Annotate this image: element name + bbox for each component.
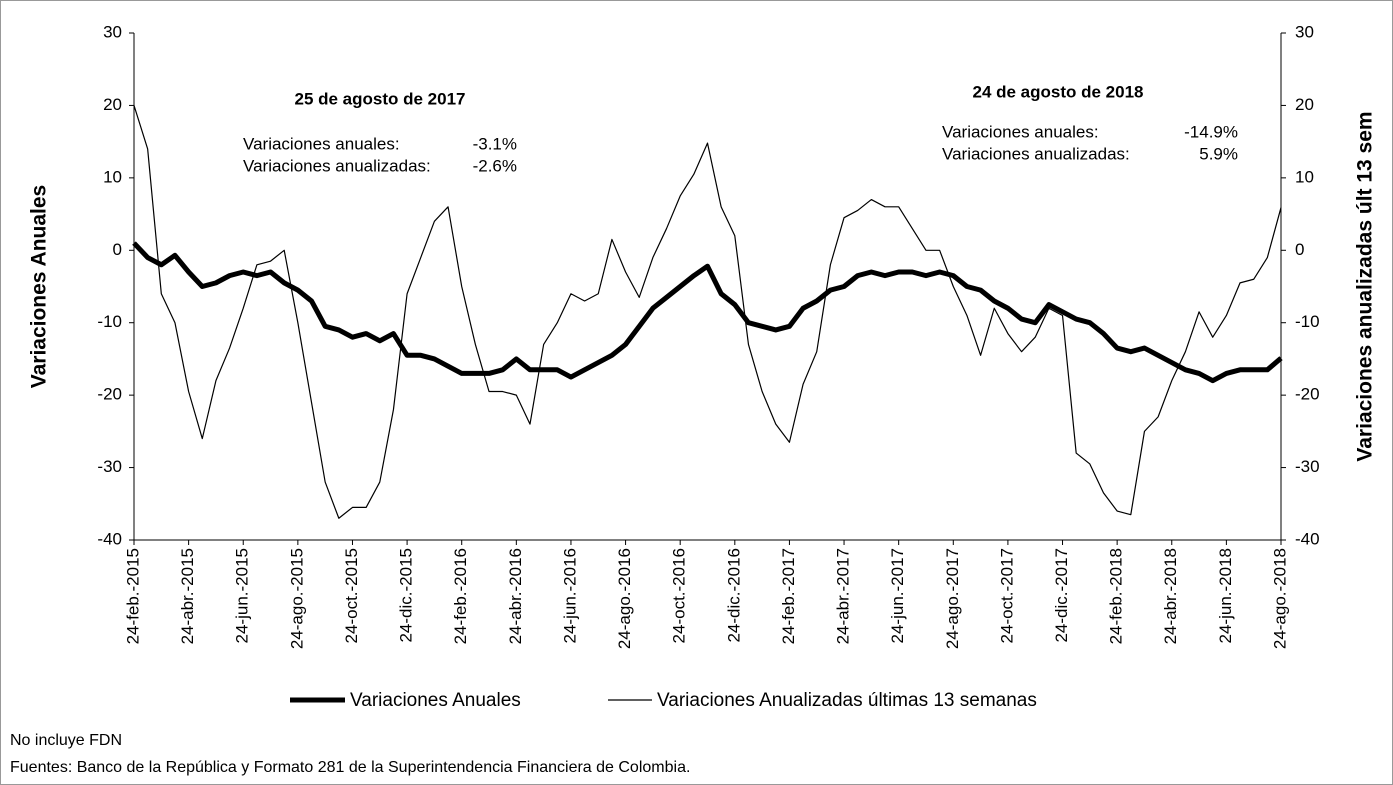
y2-tick-label: 20 bbox=[1295, 95, 1314, 114]
x-tick-label: 24-feb.-2018 bbox=[1107, 548, 1126, 644]
footnote: No incluye FDN bbox=[10, 732, 122, 749]
x-tick-label: 24-ago.-2017 bbox=[943, 548, 962, 649]
y2-tick-label: -30 bbox=[1295, 457, 1320, 476]
x-tick-label: 24-feb.-2016 bbox=[451, 548, 470, 644]
x-tick-label: 24-oct.-2016 bbox=[670, 548, 689, 643]
annotation-label: Variaciones anualizadas: bbox=[942, 144, 1130, 163]
y-tick-label: 0 bbox=[113, 240, 122, 259]
x-tick-label: 24-abr.-2015 bbox=[178, 548, 197, 644]
y2-tick-label: 30 bbox=[1295, 22, 1314, 41]
annotation-label: Variaciones anuales: bbox=[243, 134, 400, 153]
y-tick-label: -40 bbox=[97, 529, 122, 548]
x-tick-label: 24-jun.-2015 bbox=[233, 548, 252, 643]
y2-tick-label: 0 bbox=[1295, 240, 1304, 259]
legend-label: Variaciones Anualizadas últimas 13 seman… bbox=[657, 690, 1037, 711]
legend-label: Variaciones Anuales bbox=[350, 690, 521, 711]
y2-tick-label: 10 bbox=[1295, 167, 1314, 186]
y2-tick-label: -20 bbox=[1295, 385, 1320, 404]
x-tick-label: 24-dic.-2015 bbox=[397, 548, 416, 643]
x-tick-label: 24-jun.-2018 bbox=[1216, 548, 1235, 643]
x-tick-label: 24-feb.-2017 bbox=[779, 548, 798, 644]
y-tick-label: -20 bbox=[97, 385, 122, 404]
x-tick-label: 24-abr.-2016 bbox=[506, 548, 525, 644]
annotation-value: 5.9% bbox=[1199, 144, 1238, 163]
y2-axis-title: Variaciones anualizadas últ 13 sem bbox=[1354, 111, 1377, 461]
x-tick-label: 24-dic.-2016 bbox=[724, 548, 743, 643]
x-tick-label: 24-oct.-2017 bbox=[997, 548, 1016, 643]
x-tick-label: 24-ago.-2018 bbox=[1270, 548, 1289, 649]
y-tick-label: -10 bbox=[97, 312, 122, 331]
x-tick-label: 24-dic.-2017 bbox=[1052, 548, 1071, 643]
series-line bbox=[132, 241, 1283, 384]
x-tick-label: 24-jun.-2016 bbox=[560, 548, 579, 643]
series-line bbox=[133, 105, 1282, 519]
x-tick-label: 24-ago.-2015 bbox=[287, 548, 306, 649]
x-tick-label: 24-oct.-2015 bbox=[342, 548, 361, 643]
y-tick-label: -30 bbox=[97, 457, 122, 476]
y-tick-label: 10 bbox=[103, 167, 122, 186]
annotation-label: Variaciones anuales: bbox=[942, 122, 1099, 141]
x-tick-label: 24-abr.-2017 bbox=[834, 548, 853, 644]
x-tick-label: 24-abr.-2018 bbox=[1161, 548, 1180, 644]
annotation-value: -14.9% bbox=[1184, 122, 1238, 141]
annotation-value: -3.1% bbox=[473, 134, 517, 153]
annotation-label: Variaciones anualizadas: bbox=[243, 156, 431, 175]
footnote: Fuentes: Banco de la República y Formato… bbox=[10, 759, 690, 776]
y-tick-label: 30 bbox=[103, 22, 122, 41]
x-tick-label: 24-ago.-2016 bbox=[615, 548, 634, 649]
y-tick-label: 20 bbox=[103, 95, 122, 114]
y-axis-title: Variaciones Anuales bbox=[28, 185, 51, 389]
annotation-title: 25 de agosto de 2017 bbox=[294, 89, 465, 108]
annotation-title: 24 de agosto de 2018 bbox=[972, 82, 1143, 101]
x-tick-label: 24-feb.-2015 bbox=[123, 548, 142, 644]
x-tick-label: 24-jun.-2017 bbox=[888, 548, 907, 643]
annotation-value: -2.6% bbox=[473, 156, 517, 175]
y2-tick-label: -10 bbox=[1295, 312, 1320, 331]
y2-tick-label: -40 bbox=[1295, 529, 1320, 548]
